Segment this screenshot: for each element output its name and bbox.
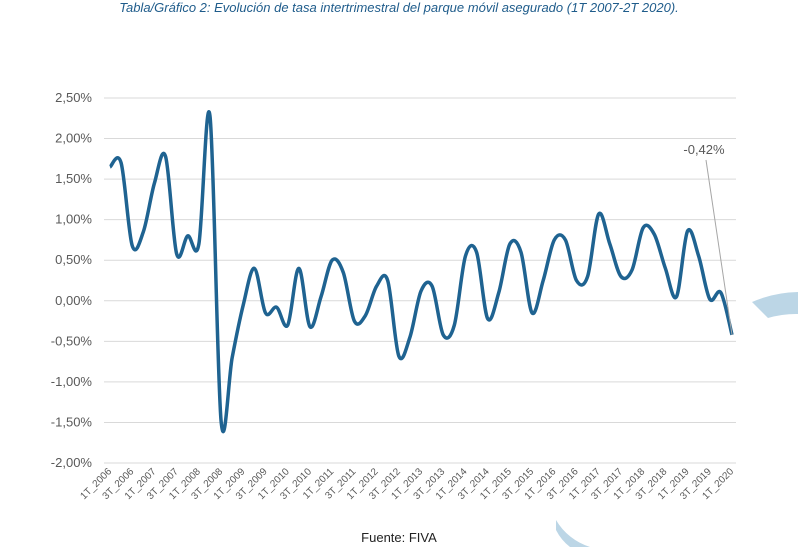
- chart-title: Tabla/Gráfico 2: Evolución de tasa inter…: [119, 0, 679, 15]
- decor-arc-top: [752, 292, 798, 318]
- y-tick-label: 0,00%: [55, 293, 92, 308]
- annotation-label: -0,42%: [683, 142, 725, 157]
- y-axis-labels: 2,50% 2,00% 1,50% 1,00% 0,50% 0,00% -0,50% -1,0…: [51, 90, 93, 470]
- y-tick-label: 0,50%: [55, 252, 92, 267]
- grid-lines: [104, 97, 736, 464]
- series-line: [108, 110, 734, 434]
- source-note: Fuente: FIVA: [361, 530, 437, 545]
- annotation: -0,42%: [683, 142, 733, 335]
- decorative-arc: [556, 292, 798, 547]
- decor-arc-bottom: [556, 520, 590, 547]
- y-tick-label: -2,00%: [51, 455, 93, 470]
- y-tick-label: -0,50%: [51, 333, 93, 348]
- x-axis-labels: 1T_20063T_20061T_20073T_20071T_20083T_20…: [78, 466, 736, 502]
- y-tick-label: 2,00%: [55, 131, 92, 146]
- annotation-leader: [705, 159, 733, 335]
- y-tick-label: -1,50%: [51, 414, 93, 429]
- y-tick-label: 2,50%: [55, 90, 92, 105]
- y-tick-label: 1,00%: [55, 212, 92, 227]
- y-tick-label: -1,00%: [51, 374, 93, 389]
- y-tick-label: 1,50%: [55, 171, 92, 186]
